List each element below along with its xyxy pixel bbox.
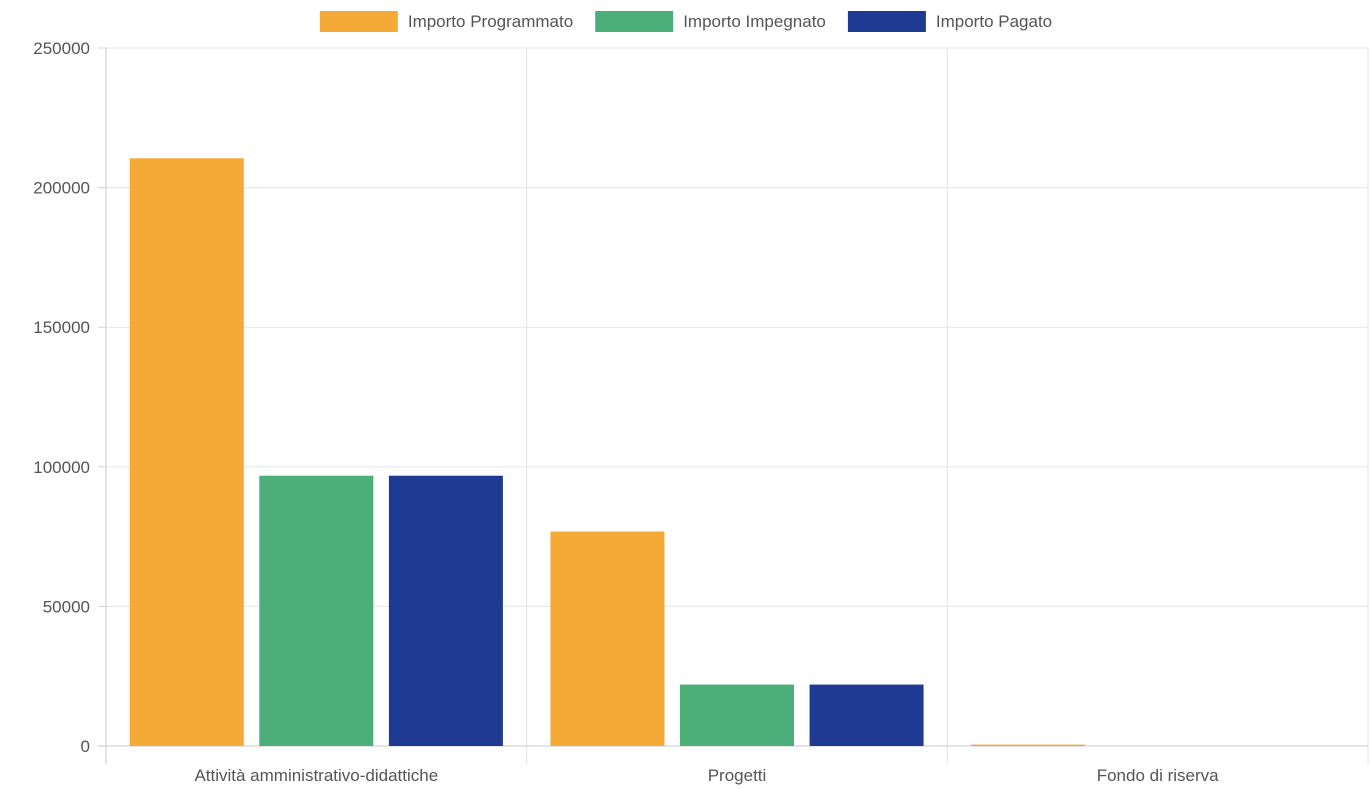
y-axis-tick-labels: 0 50000 100000 150000 200000 250000 (33, 39, 90, 756)
x-tick-label: Fondo di riserva (1097, 766, 1219, 785)
y-tick-label: 150000 (33, 318, 90, 337)
y-tick-label: 100000 (33, 458, 90, 477)
bar[interactable] (550, 531, 665, 746)
bars (129, 158, 1086, 746)
legend-label[interactable]: Importo Pagato (936, 12, 1052, 31)
legend-label[interactable]: Importo Impegnato (683, 12, 826, 31)
legend-item[interactable]: Importo Impegnato (595, 11, 826, 32)
legend-swatch[interactable] (595, 11, 674, 32)
legend-swatch[interactable] (847, 11, 926, 32)
bar[interactable] (809, 684, 924, 746)
grid-lines (106, 47, 1369, 764)
legend-swatch[interactable] (319, 11, 398, 32)
y-tick-label: 250000 (33, 39, 90, 58)
x-tick-label: Progetti (708, 766, 767, 785)
y-tick-label: 50000 (43, 597, 90, 616)
bar[interactable] (971, 744, 1086, 746)
y-tick-label: 200000 (33, 179, 90, 198)
bar[interactable] (388, 475, 503, 746)
x-tick-label: Attività amministrativo-didattiche (194, 766, 438, 785)
y-tick-label: 0 (81, 737, 90, 756)
legend: Importo Programmato Importo Impegnato Impo… (319, 11, 1052, 32)
legend-item[interactable]: Importo Programmato (319, 11, 573, 32)
legend-item[interactable]: Importo Pagato (847, 11, 1052, 32)
x-axis-tick-labels: Attività amministrativo-didattiche Proget… (194, 766, 1219, 785)
legend-label[interactable]: Importo Programmato (408, 12, 573, 31)
bar[interactable] (259, 475, 374, 746)
bar[interactable] (679, 684, 795, 746)
bar[interactable] (129, 158, 244, 746)
